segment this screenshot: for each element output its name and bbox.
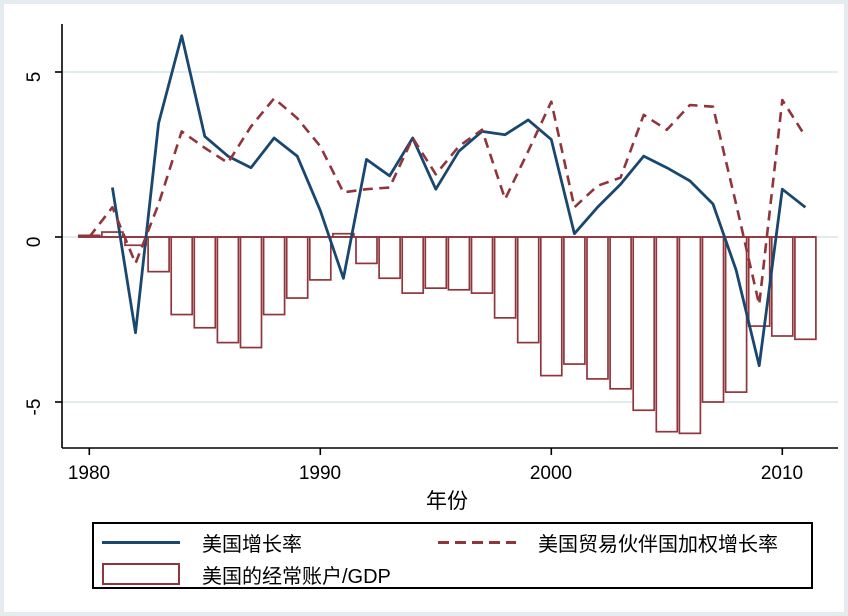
- y-tick-label-5: 5: [24, 71, 45, 83]
- legend-label-us-growth: 美国增长率: [202, 533, 302, 556]
- solid-line-swatch: [102, 540, 180, 544]
- dashed-line-swatch: [438, 540, 516, 544]
- x-tick-label-1990: 1990: [298, 463, 342, 484]
- x-axis-title: 年份: [426, 490, 468, 513]
- bar-1986: [216, 236, 240, 344]
- axes: [55, 24, 838, 455]
- us-growth-line: [111, 34, 807, 368]
- bar-1989: [285, 236, 309, 299]
- bar-1993: [378, 236, 401, 280]
- outlined-bar-swatch: [102, 563, 180, 585]
- bar-2011: [794, 236, 817, 341]
- current-account-bars: [77, 231, 817, 435]
- bar-2000: [539, 236, 563, 377]
- bar-2003: [609, 236, 632, 390]
- plot-area: [55, 24, 838, 455]
- y-tick-label-0: 0: [24, 236, 45, 248]
- bar-2005: [655, 236, 679, 433]
- bar-1988: [262, 236, 286, 316]
- bar-1983: [147, 236, 170, 273]
- bar-2008: [724, 236, 748, 393]
- bar-1998: [493, 236, 517, 319]
- legend-entry-trade-partner-growth: 美国贸易伙伴国加权增长率: [438, 529, 778, 556]
- bar-1985: [193, 236, 217, 329]
- bar-1999: [516, 236, 540, 344]
- legend-entry-us-growth: 美国增长率: [102, 529, 302, 556]
- bar-1996: [447, 236, 471, 291]
- bar-2004: [632, 236, 656, 412]
- bar-2002: [586, 236, 609, 380]
- trade-partner-growth-line: [88, 97, 807, 306]
- bar-2006: [678, 236, 702, 435]
- bar-1984: [170, 236, 194, 316]
- bar-1994: [401, 236, 425, 294]
- y-tick-label-neg5: -5: [24, 398, 45, 416]
- bar-1995: [424, 236, 448, 290]
- legend-label-trade-partner-growth: 美国贸易伙伴国加权增长率: [538, 533, 778, 556]
- bar-2007: [701, 236, 725, 403]
- legend: 美国增长率 美国贸易伙伴国加权增长率 美国的经常账户/GDP: [92, 522, 813, 589]
- bar-1990: [308, 236, 332, 281]
- x-tick-label-1980: 1980: [67, 463, 111, 484]
- bar-2001: [563, 236, 586, 365]
- bar-1987: [239, 236, 263, 349]
- x-tick-label-2000: 2000: [529, 463, 573, 484]
- x-tick-label-2010: 2010: [760, 463, 804, 484]
- legend-entry-current-account: 美国的经常账户/GDP: [102, 561, 391, 588]
- bar-1997: [470, 236, 494, 294]
- legend-label-current-account: 美国的经常账户/GDP: [202, 565, 391, 588]
- bar-1992: [355, 236, 378, 265]
